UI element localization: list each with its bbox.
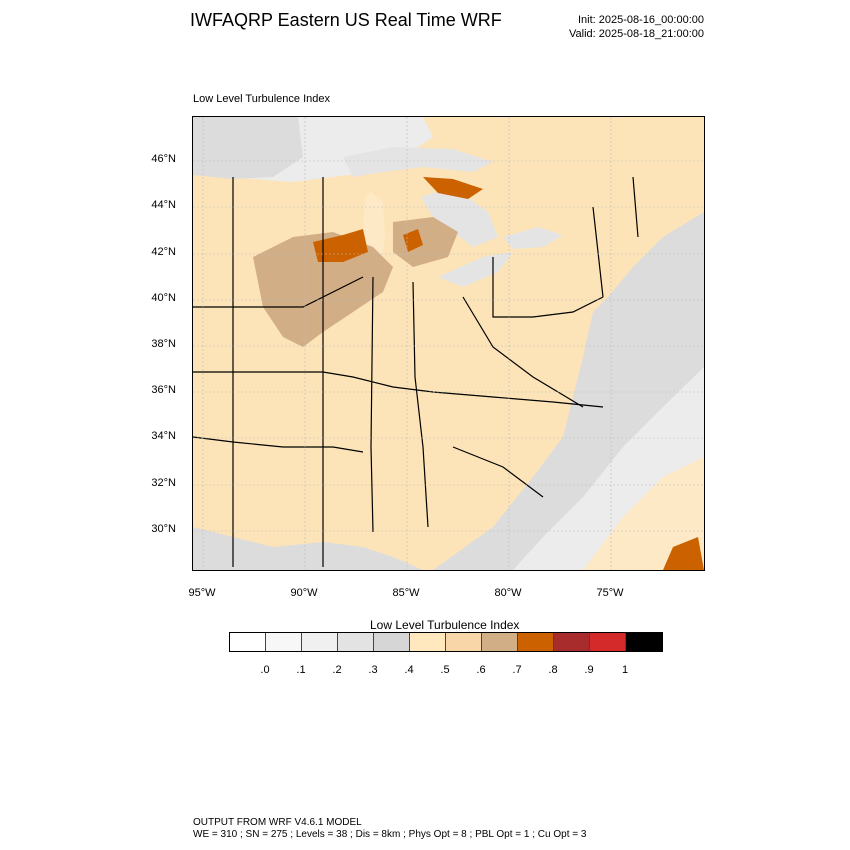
lake-superior <box>343 147 493 177</box>
lat-label: 34°N <box>151 430 176 442</box>
footer-line-2: WE = 310 ; SN = 275 ; Levels = 38 ; Dis … <box>193 829 587 840</box>
lat-label: 42°N <box>151 246 176 258</box>
colorbar-tick-label: .6 <box>476 664 486 676</box>
lat-label: 44°N <box>151 199 176 211</box>
valid-time: Valid: 2025-08-18_21:00:00 <box>569 28 704 40</box>
colorbar-swatch <box>374 633 410 651</box>
colorbar-tick-label: .0 <box>260 664 270 676</box>
colorbar-swatch <box>518 633 554 651</box>
colorbar-tick-label: .7 <box>512 664 522 676</box>
colorbar-swatch <box>446 633 482 651</box>
northwest-gray-region <box>193 117 303 179</box>
footer-line-1: OUTPUT FROM WRF V4.6.1 MODEL <box>193 817 362 828</box>
field-title: Low Level Turbulence Index <box>193 93 330 105</box>
lake-ontario <box>503 227 563 249</box>
lat-label: 30°N <box>151 523 176 535</box>
colorbar-swatch <box>338 633 374 651</box>
colorbar-tick-label: .2 <box>332 664 342 676</box>
lon-label: 75°W <box>596 587 624 599</box>
colorbar <box>229 632 663 652</box>
colorbar-tick-label: 1 <box>621 664 629 676</box>
turbulence-high-north <box>423 177 483 199</box>
lake-erie <box>438 252 513 287</box>
lat-label: 36°N <box>151 384 176 396</box>
turbulence-high-michigan <box>403 229 423 252</box>
lat-label: 32°N <box>151 477 176 489</box>
colorbar-tick-label: .1 <box>296 664 306 676</box>
colorbar-tick-label: .8 <box>548 664 558 676</box>
colorbar-swatch <box>230 633 266 651</box>
colorbar-swatch <box>590 633 626 651</box>
colorbar-swatch <box>266 633 302 651</box>
colorbar-swatch <box>482 633 518 651</box>
colorbar-tick-label: .9 <box>584 664 594 676</box>
lake-huron <box>421 187 498 247</box>
lon-label: 90°W <box>290 587 318 599</box>
map-panel <box>192 116 705 571</box>
latlon-grid <box>193 117 704 570</box>
colorbar-title: Low Level Turbulence Index <box>370 618 520 632</box>
turbulence-high-atlantic <box>663 537 704 570</box>
lat-label: 40°N <box>151 292 176 304</box>
chart-title: IWFAQRP Eastern US Real Time WRF <box>190 10 502 30</box>
lon-label: 95°W <box>188 587 216 599</box>
gulf-water <box>193 527 423 570</box>
colorbar-swatch <box>554 633 590 651</box>
run-info: Init: 2025-08-16_00:00:00 Valid: 2025-08… <box>569 13 704 41</box>
lat-label: 46°N <box>151 153 176 165</box>
model-footer: OUTPUT FROM WRF V4.6.1 MODEL WE = 310 ; … <box>193 817 586 841</box>
turbulence-michigan-region <box>393 217 458 267</box>
colorbar-swatch <box>626 633 662 651</box>
colorbar-tick-label: .5 <box>440 664 450 676</box>
colorbar-swatch <box>302 633 338 651</box>
colorbar-swatch <box>410 633 446 651</box>
lon-label: 85°W <box>392 587 420 599</box>
lat-label: 38°N <box>151 338 176 350</box>
colorbar-tick-label: .3 <box>368 664 378 676</box>
init-time: Init: 2025-08-16_00:00:00 <box>578 14 704 26</box>
colorbar-tick-label: .4 <box>404 664 414 676</box>
turbulence-map <box>193 117 704 570</box>
lon-label: 80°W <box>494 587 522 599</box>
